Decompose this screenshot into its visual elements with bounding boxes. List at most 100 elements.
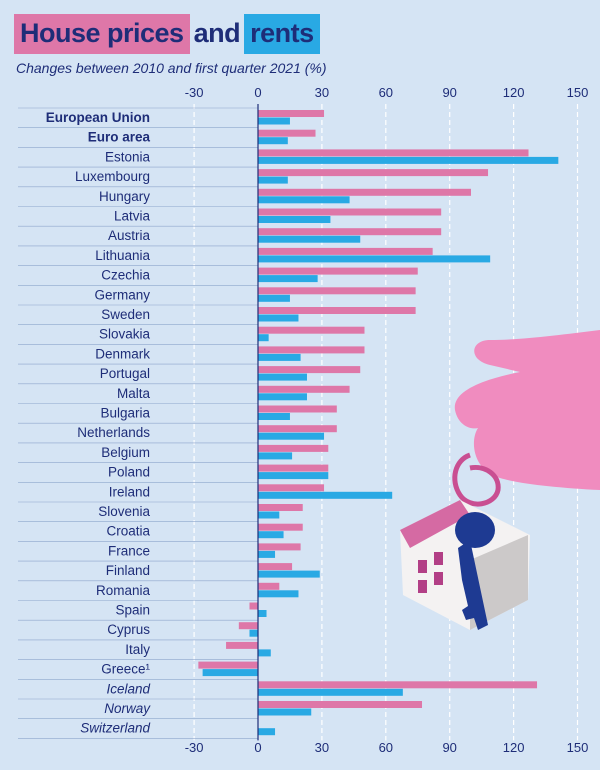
bar-house-prices [258, 287, 416, 295]
bar-rents [258, 472, 329, 480]
x-tick-label-top: 90 [442, 85, 456, 100]
category-label: Croatia [106, 524, 150, 539]
x-tick-label-top: 60 [379, 85, 393, 100]
bar-house-prices [258, 346, 365, 354]
bar-rents [258, 235, 361, 243]
category-label: Malta [117, 386, 151, 401]
bar-house-prices [258, 543, 301, 551]
house-roof-icon [400, 500, 470, 548]
x-tick-label-top: 120 [503, 85, 525, 100]
bar-house-prices [258, 129, 316, 137]
bar-house-prices [198, 661, 258, 669]
x-tick-label-bottom: 120 [503, 740, 525, 755]
x-tick-label-bottom: 150 [567, 740, 589, 755]
bar-rents [258, 314, 299, 322]
bar-rents [258, 294, 290, 302]
title-house-prices: House prices [14, 14, 190, 54]
category-label: Ireland [109, 484, 150, 499]
bar-rents [258, 511, 280, 519]
category-label: Euro area [88, 130, 151, 145]
category-label: Germany [94, 287, 150, 302]
category-label: Switzerland [80, 721, 150, 736]
bar-house-prices [258, 484, 325, 492]
bar-house-prices [238, 622, 258, 630]
x-tick-label-bottom: 30 [315, 740, 329, 755]
bar-rents [202, 669, 258, 677]
bar-house-prices [258, 444, 329, 452]
category-label: Slovakia [99, 327, 151, 342]
bar-house-prices [258, 425, 337, 433]
bar-house-prices [258, 228, 442, 236]
category-label: Czechia [101, 268, 150, 283]
bar-rents [258, 708, 312, 716]
key-blade-icon [458, 540, 488, 630]
hand-illustration [454, 330, 600, 490]
bar-rents [258, 590, 299, 598]
bar-rents [258, 452, 293, 460]
category-label: Greece¹ [101, 662, 150, 677]
category-label: Iceland [106, 681, 150, 696]
category-label: European Union [46, 110, 150, 125]
bar-rents [258, 216, 331, 223]
bar-house-prices [258, 366, 361, 374]
category-label: Sweden [101, 307, 150, 322]
x-tick-label-bottom: 60 [379, 740, 393, 755]
x-tick-label-top: 150 [567, 85, 589, 100]
bar-house-prices [258, 701, 423, 708]
bar-house-prices [258, 169, 489, 177]
bar-house-prices [249, 602, 258, 610]
x-tick-label-bottom: -30 [185, 740, 204, 755]
bar-house-prices [258, 208, 442, 216]
chart-subtitle: Changes between 2010 and first quarter 2… [16, 60, 327, 76]
category-label: Austria [108, 228, 151, 243]
bar-rents [258, 156, 559, 164]
bar-rents [258, 531, 284, 539]
bar-rents [258, 255, 491, 263]
category-label: Estonia [105, 149, 151, 164]
bar-rents [258, 334, 269, 342]
bar-rents [258, 610, 267, 617]
bar-house-prices [258, 563, 293, 571]
bar-house-prices [258, 188, 471, 196]
category-label: Poland [108, 465, 150, 480]
x-tick-label-bottom: 0 [254, 740, 261, 755]
bar-house-prices [258, 582, 280, 590]
bar-rents [258, 413, 290, 420]
category-label: Belgium [101, 445, 150, 460]
bar-house-prices [258, 385, 350, 393]
category-label: Latvia [114, 209, 151, 224]
bar-rents [258, 275, 318, 283]
category-label: France [108, 543, 150, 558]
bar-rents [258, 432, 325, 440]
category-label: Bulgaria [100, 406, 150, 421]
category-label: Romania [96, 583, 151, 598]
x-tick-label-bottom: 90 [442, 740, 456, 755]
category-label: Italy [125, 642, 150, 657]
house-window-icon [434, 552, 443, 565]
x-tick-label-top: 0 [254, 85, 261, 100]
bar-rents [258, 373, 307, 381]
bar-house-prices [258, 504, 303, 511]
house-window-icon [418, 580, 427, 593]
key-ring-icon [452, 452, 501, 507]
title-and: and [193, 18, 241, 48]
bar-rents [258, 550, 276, 558]
chart-title: House prices and rents [14, 14, 320, 54]
title-rents: rents [244, 14, 320, 54]
bar-rents [258, 728, 276, 736]
category-label: Lithuania [95, 248, 150, 263]
bar-house-prices [258, 464, 329, 472]
bar-house-prices [258, 110, 325, 117]
category-label: Slovenia [98, 504, 150, 519]
house-window-icon [418, 560, 427, 573]
bar-rents [258, 649, 271, 657]
bar-rents [258, 393, 307, 401]
bar-house-prices [258, 405, 337, 413]
category-label: Denmark [95, 346, 150, 361]
bar-house-prices [258, 267, 418, 275]
house-side-icon [470, 535, 528, 630]
category-label: Luxembourg [75, 169, 150, 184]
category-label: Portugal [100, 366, 150, 381]
category-label: Netherlands [77, 425, 150, 440]
